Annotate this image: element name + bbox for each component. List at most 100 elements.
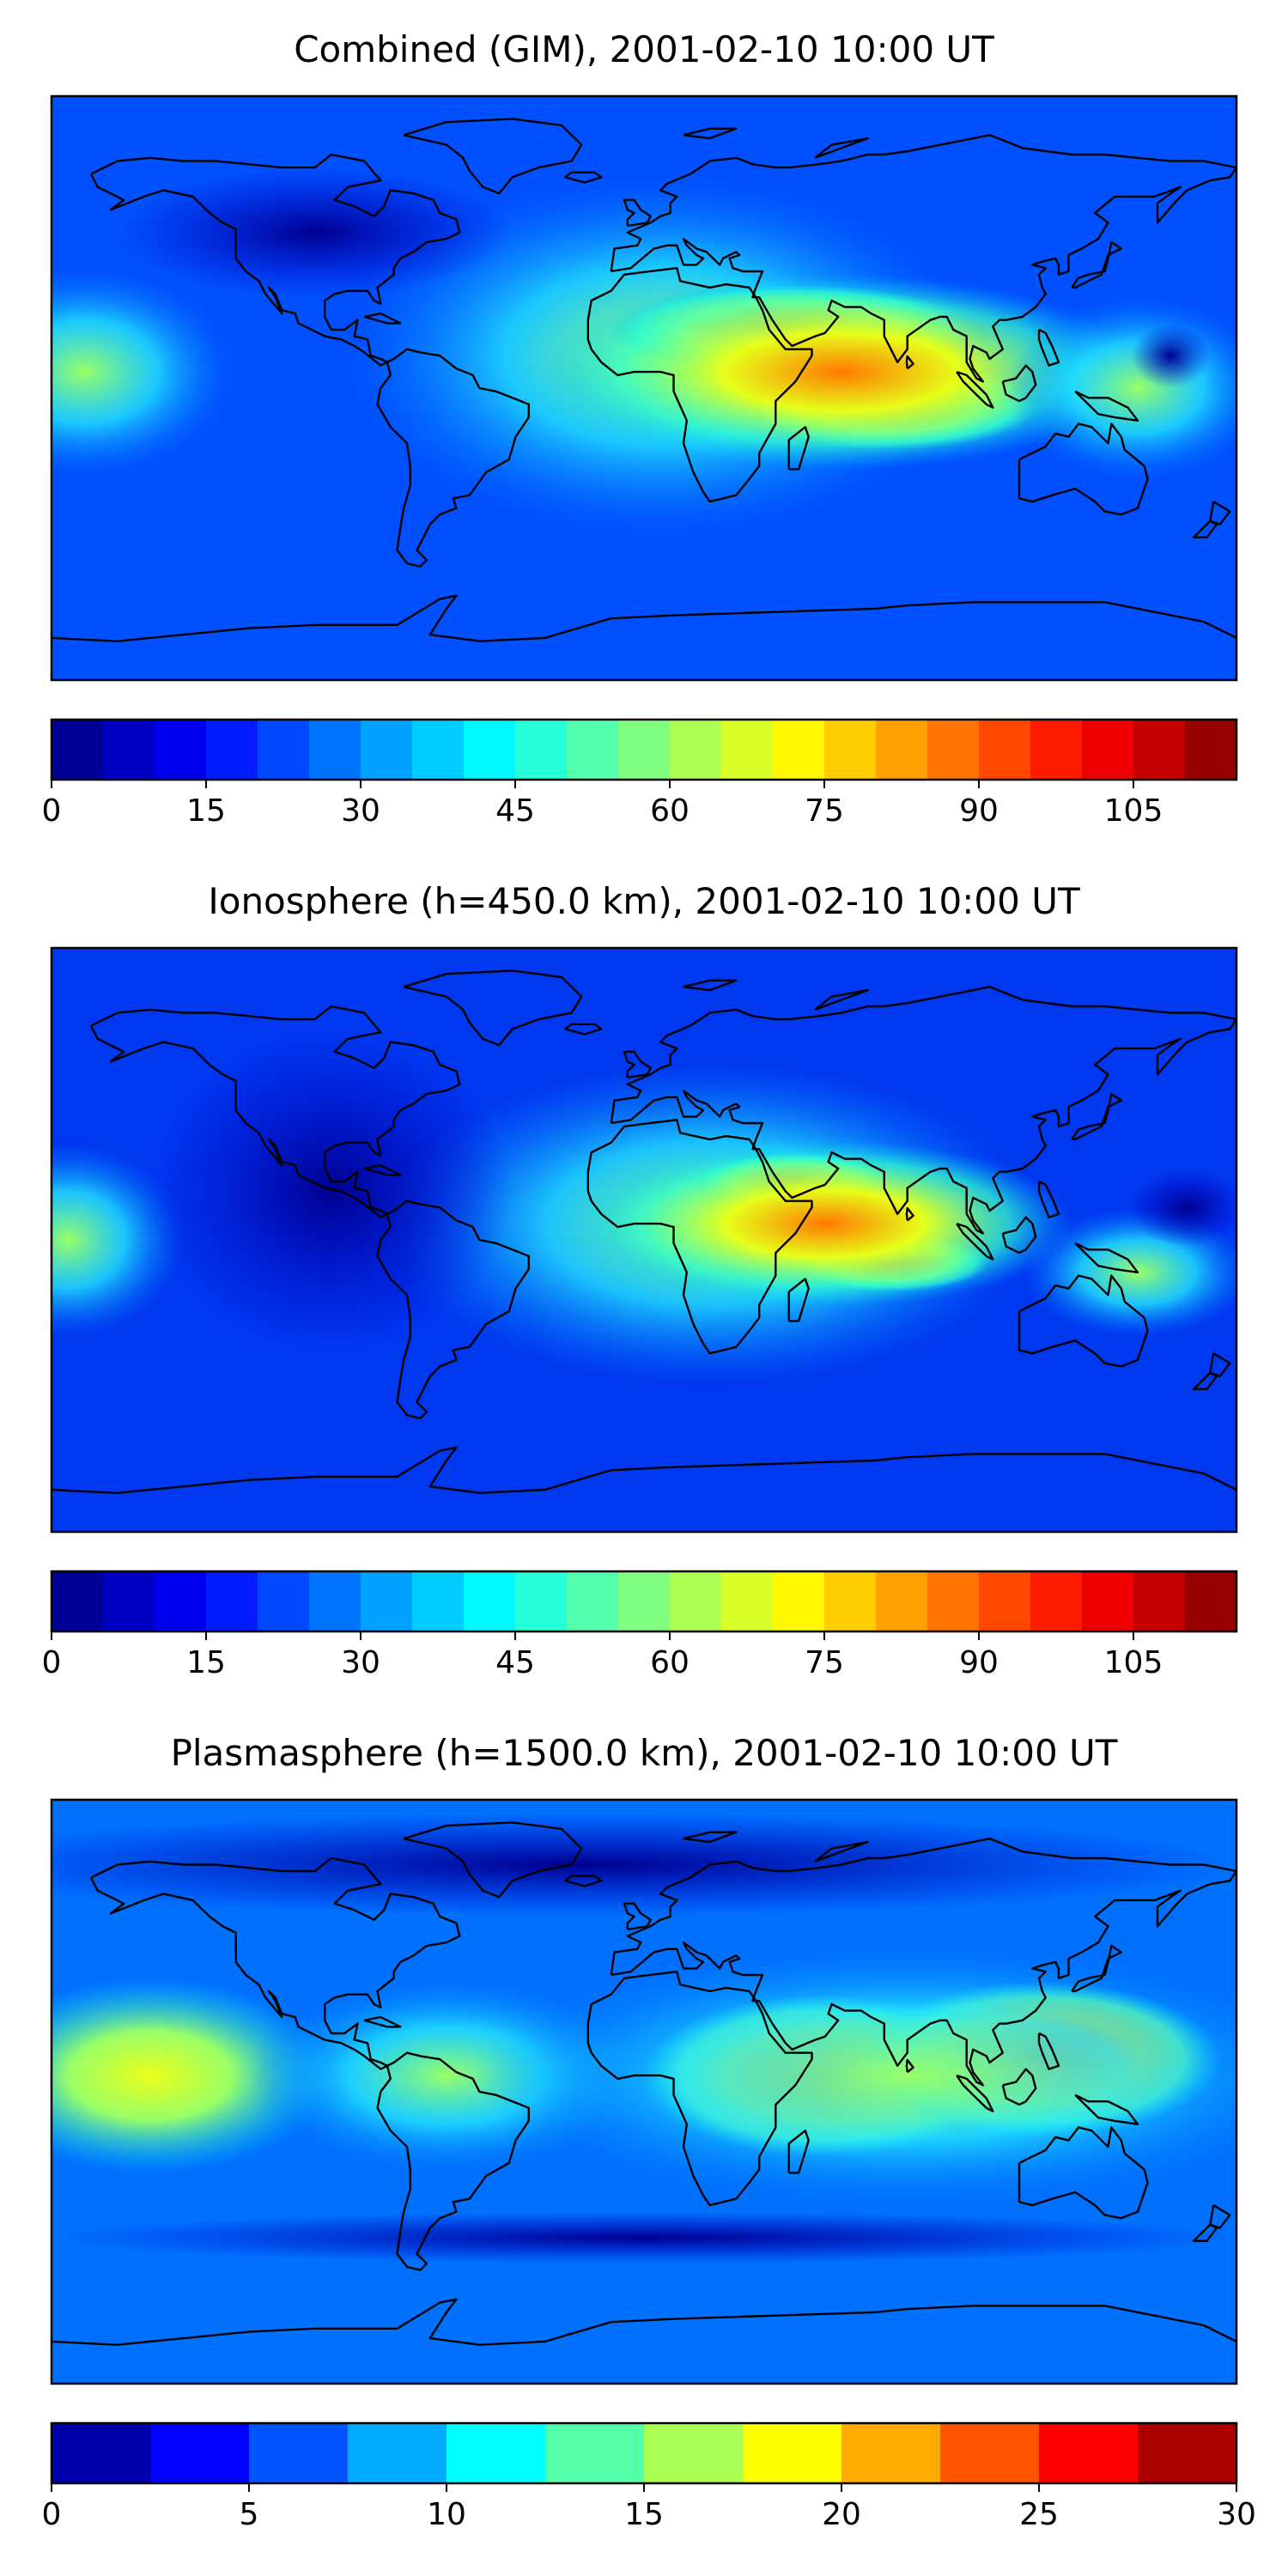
colorbar-level — [1185, 1571, 1237, 1631]
colorbar-level — [1138, 2423, 1237, 2483]
colorbar-level — [52, 2423, 151, 2483]
coastline — [1071, 1944, 1122, 1993]
map-frame — [50, 1798, 1238, 2385]
colorbar-level — [567, 1571, 619, 1631]
colorbar-level — [515, 1571, 568, 1631]
colorbar-tick-label: 75 — [805, 793, 844, 829]
colorbar-tick-label: 90 — [959, 793, 999, 829]
coastline — [610, 1838, 1236, 2087]
coastline — [787, 426, 810, 471]
coastline — [623, 198, 652, 228]
colorbar-level — [52, 720, 104, 780]
coastline — [1018, 422, 1149, 516]
colorbar-level — [841, 2423, 941, 2483]
coastline — [1074, 1242, 1139, 1273]
colorbar-level — [464, 720, 516, 780]
colorbar-level — [979, 720, 1031, 780]
coastline — [1193, 2223, 1218, 2242]
map-frame — [50, 94, 1238, 682]
colorbar-tick-label: 0 — [42, 1645, 62, 1680]
map-panel-3: Plasmasphere (h=1500.0 km), 2001-02-10 1… — [42, 1732, 1256, 2532]
colorbar-tick-label: 60 — [650, 793, 690, 829]
field-blob — [1131, 323, 1211, 388]
colorbar-level — [249, 2423, 349, 2483]
colorbar-tick-label: 15 — [186, 793, 226, 829]
colorbar-level — [412, 720, 465, 780]
coastline — [1071, 1092, 1122, 1141]
coastline — [376, 2051, 530, 2271]
coastline — [586, 1119, 813, 1355]
coastline — [1209, 501, 1231, 526]
panel-title: Ionosphere (h=450.0 km), 2001-02-10 10:0… — [208, 880, 1080, 922]
colorbar-level — [103, 1571, 155, 1631]
coastline — [956, 2074, 994, 2112]
coastline — [1001, 364, 1037, 403]
colorbar-level — [1039, 2423, 1139, 2483]
colorbar-level — [155, 720, 207, 780]
colorbar-level — [258, 1571, 310, 1631]
colorbar-level — [876, 1571, 928, 1631]
coastline — [403, 118, 583, 195]
coastline — [52, 594, 1236, 642]
field-blob — [578, 1139, 1072, 1309]
colorbar-level — [361, 1571, 413, 1631]
field-blob — [545, 274, 1138, 470]
colorbar-level — [618, 720, 671, 780]
colorbar-tick-label: 45 — [495, 793, 535, 829]
coastline — [1193, 1371, 1218, 1390]
colorbar-level — [567, 720, 619, 780]
colorbar-level — [940, 2423, 1040, 2483]
coastline — [610, 986, 1236, 1235]
colorbar-frame — [50, 1570, 1238, 1633]
coastline — [905, 2058, 914, 2074]
colorbar-level — [721, 1571, 774, 1631]
coastline — [814, 988, 869, 1011]
coastline — [403, 1821, 583, 1899]
colorbar-level — [1030, 720, 1083, 780]
field-blob — [1127, 1168, 1236, 1247]
coastline — [586, 267, 813, 503]
colorbar-frame — [50, 718, 1238, 781]
coastline — [1074, 390, 1139, 422]
coastline — [52, 2298, 1236, 2346]
colorbar-level — [1082, 720, 1134, 780]
coastline — [1001, 1216, 1037, 1255]
panel-title: Plasmasphere (h=1500.0 km), 2001-02-10 1… — [171, 1732, 1118, 1774]
field-blob — [117, 167, 513, 298]
tec-field — [52, 948, 1236, 1532]
coastline — [623, 1902, 652, 1931]
coastline — [403, 969, 583, 1047]
coastline — [623, 1050, 652, 1079]
colorbar-tick-label: 25 — [1019, 2497, 1059, 2532]
colorbar: 0 15 30 45 60 75 90 105 — [42, 718, 1238, 829]
coastline — [1037, 1180, 1060, 1218]
colorbar-level — [743, 2423, 842, 2483]
coastline — [376, 348, 530, 568]
coastline — [564, 1023, 603, 1036]
field-blob — [150, 1029, 513, 1354]
colorbar-level — [1133, 720, 1186, 780]
colorbar-level — [824, 1571, 877, 1631]
coastline — [1037, 328, 1060, 367]
coastline — [814, 137, 869, 159]
colorbar-tick-label: 0 — [42, 793, 62, 829]
coastline — [89, 1856, 461, 2070]
colorbar-level — [150, 2423, 250, 2483]
coastline — [956, 370, 994, 409]
colorbar-level — [103, 720, 155, 780]
panel-title: Combined (GIM), 2001-02-10 10:00 UT — [294, 28, 994, 70]
field-blob — [52, 268, 233, 476]
colorbar-level — [412, 1571, 465, 1631]
colorbar-level — [447, 2423, 546, 2483]
field-blob — [52, 1978, 331, 2173]
colorbar-tick-label: 20 — [822, 2497, 861, 2532]
colorbar-level — [545, 2423, 645, 2483]
colorbar-tick-label: 60 — [650, 1645, 690, 1680]
colorbar-level — [1185, 720, 1237, 780]
coastline — [376, 1200, 530, 1419]
field-blob — [1005, 297, 1236, 479]
colorbar-tick-label: 105 — [1104, 1645, 1163, 1680]
coastline — [1001, 2068, 1037, 2106]
coastline — [586, 1971, 813, 2207]
colorbar-level — [927, 720, 980, 780]
